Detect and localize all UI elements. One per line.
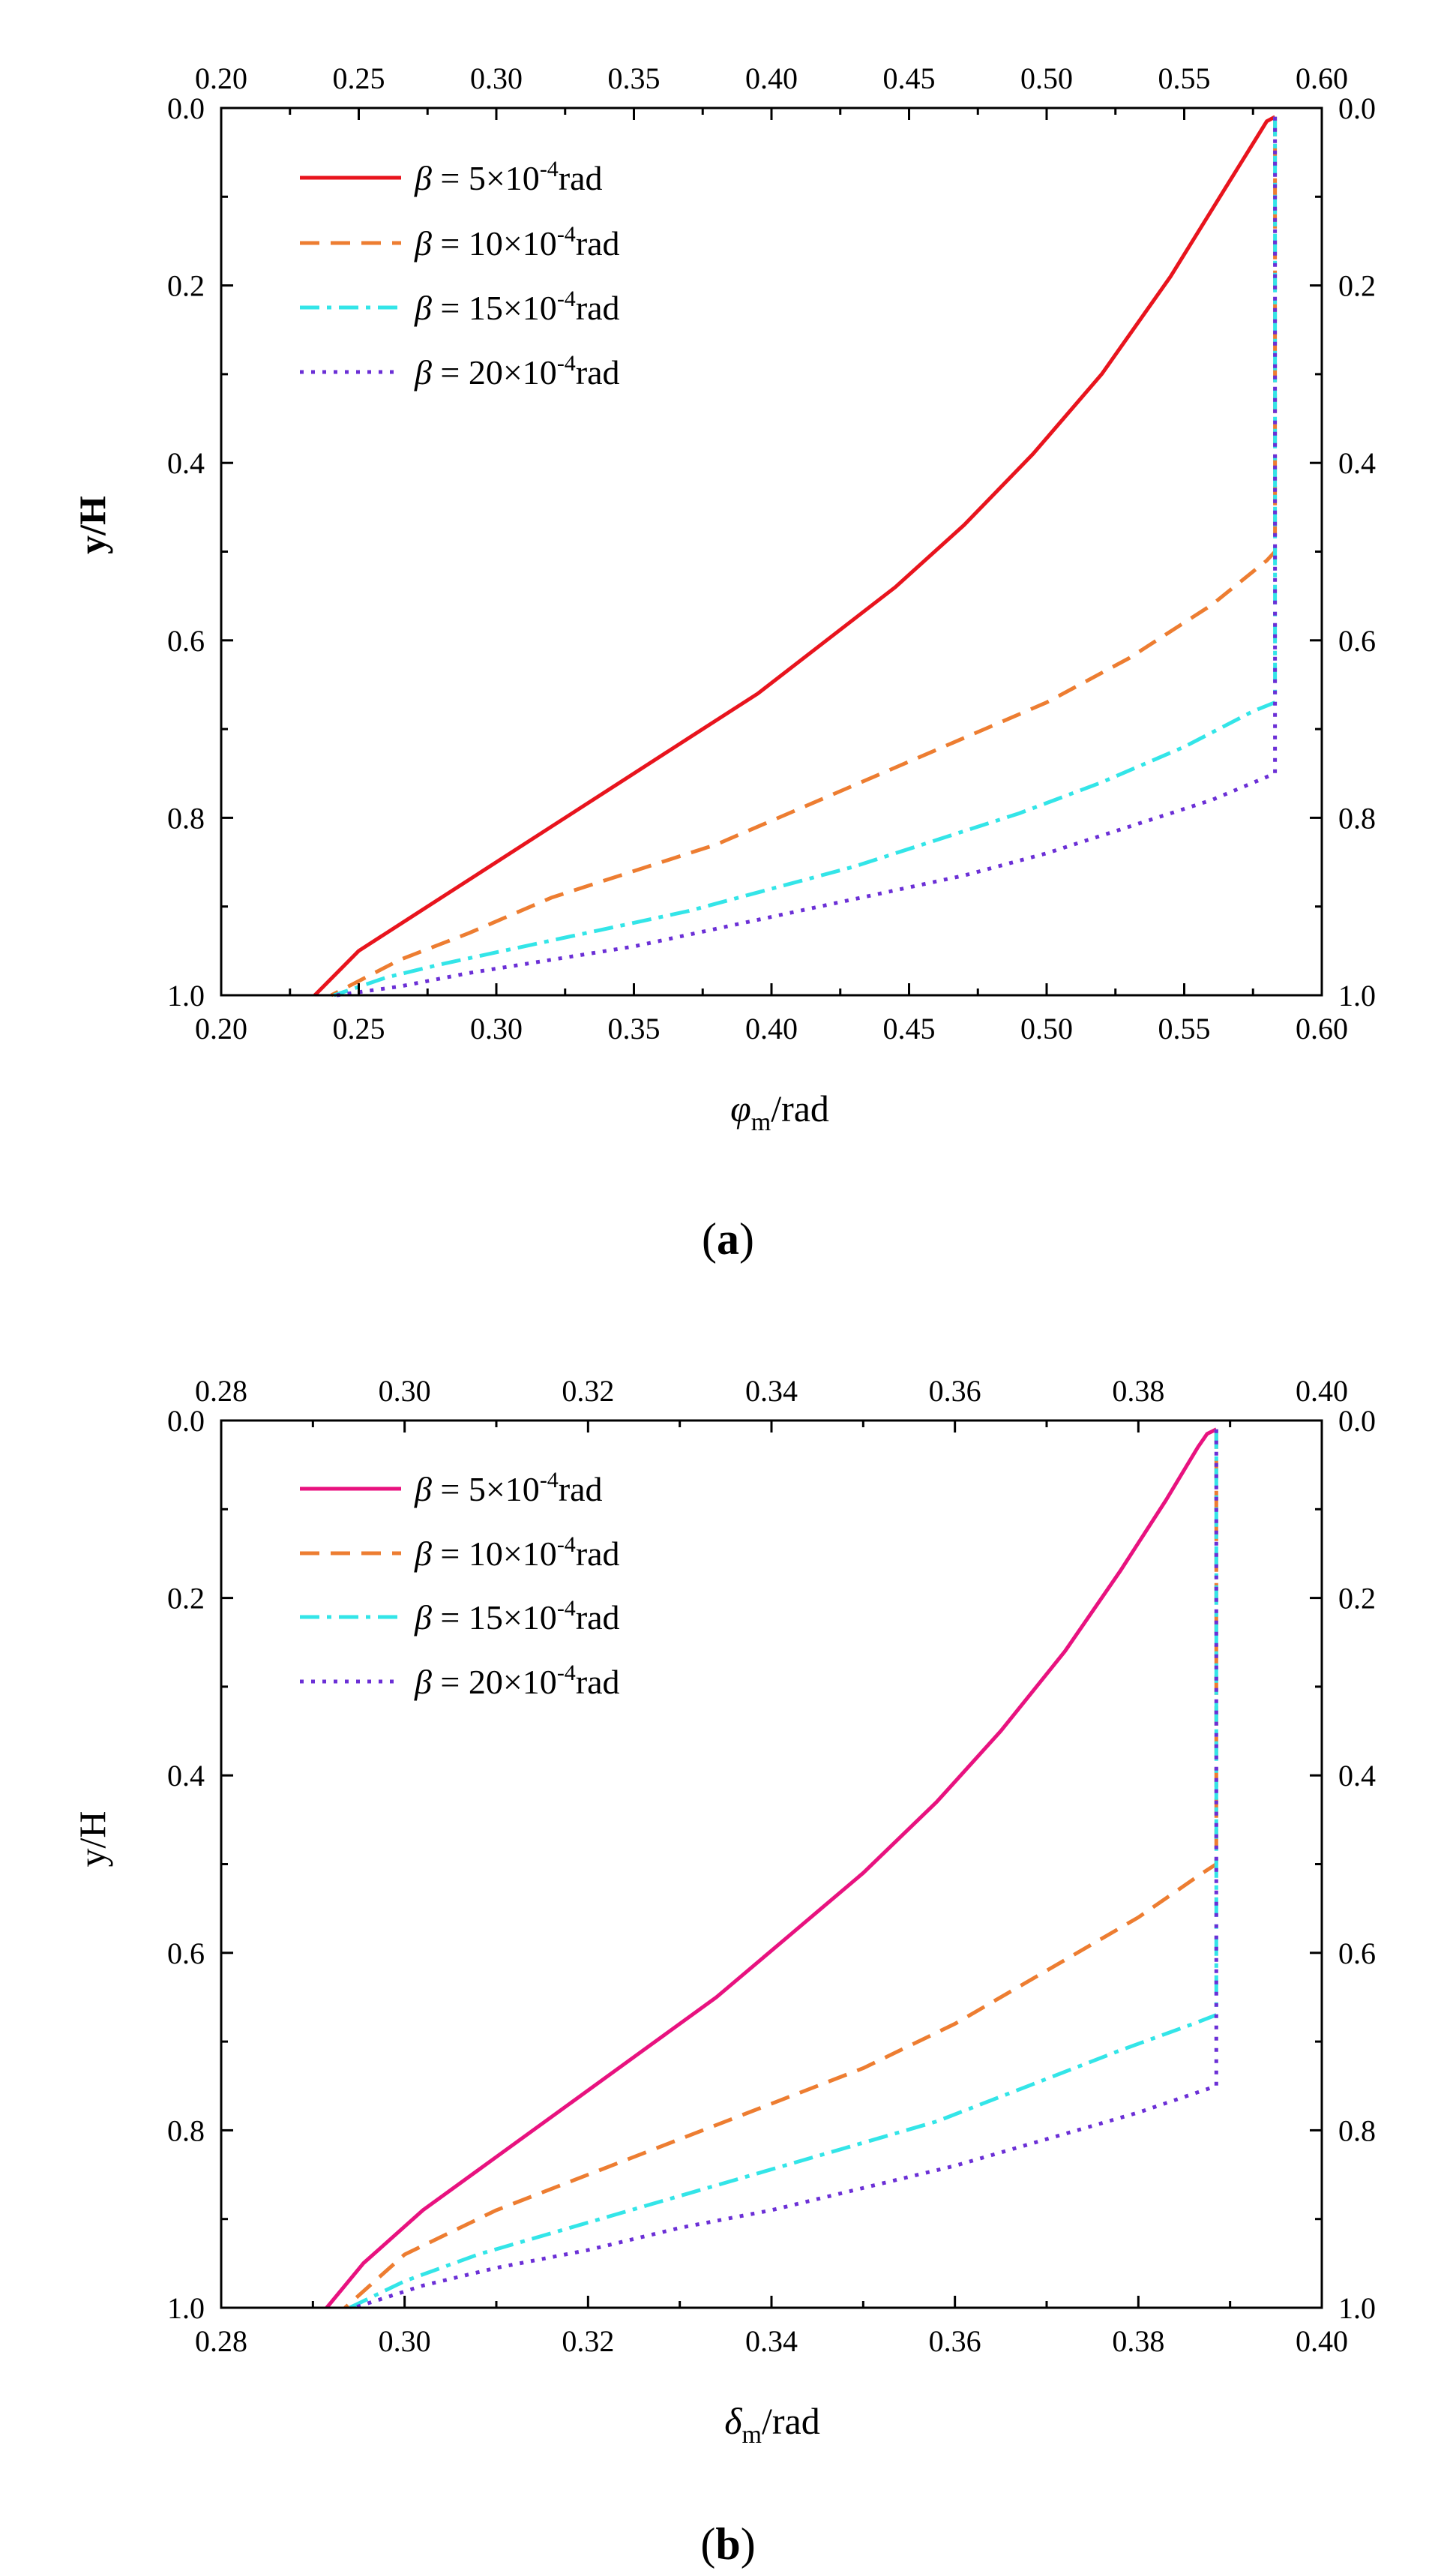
series-line-a-4: [336, 116, 1278, 998]
x-tick-label-bottom: 0.20: [195, 1012, 247, 1046]
y-tick-label-left: 0.2: [167, 1582, 205, 1616]
plot-area-b: 0.28 0.28 0.30 0.30 0.32 0.32 0.34 0.34 0.36 0.36…: [167, 1374, 1376, 2358]
x-tick-label-bottom: 0.25: [333, 1012, 385, 1046]
y-tick-label-left: 0.8: [167, 801, 205, 835]
x-tick-label-bottom: 0.40: [1296, 2324, 1348, 2358]
y-tick-label-left: 0.6: [167, 624, 205, 658]
x-tick-label-top: 0.20: [195, 62, 247, 95]
plot-frame-b: [220, 1419, 1323, 2309]
x-tick-label-top: 0.45: [883, 62, 936, 95]
x-tick-label-bottom: 0.28: [195, 2324, 247, 2358]
x-tick-label-bottom: 0.45: [883, 1012, 936, 1046]
legend-label: β = 15×10-4rad: [414, 1596, 620, 1636]
y-tick-label-right: 0.2: [1338, 269, 1376, 303]
x-tick-label-top: 0.34: [745, 1374, 798, 1408]
series-line-b-1: [325, 1427, 1218, 2309]
x-tick-label-bottom: 0.30: [379, 2324, 431, 2358]
y-axis-title-a: y/H: [71, 496, 113, 554]
y-tick-label-right: 1.0: [1338, 2291, 1376, 2325]
legend-label: β = 10×10-4rad: [414, 222, 620, 262]
legend-label: β = 20×10-4rad: [414, 351, 620, 392]
legend-a: β = 5×10-4rad β = 10×10-4rad β = 15×10-4…: [300, 157, 620, 392]
x-tick-label-top: 0.25: [333, 62, 385, 95]
x-tick-label-top: 0.32: [562, 1374, 614, 1408]
y-tick-label-right: 0.0: [1338, 1404, 1376, 1438]
x-tick-label-top: 0.40: [745, 62, 798, 95]
plot-area-a: 0.200.200.250.250.300.300.350.350.400.40…: [167, 62, 1376, 1046]
panel-b: 0.28 0.28 0.30 0.30 0.32 0.32 0.34 0.34 0.36 0.36…: [71, 1374, 1376, 2569]
panel-caption-b: (b): [700, 2519, 755, 2569]
legend-label: β = 10×10-4rad: [414, 1532, 620, 1573]
legend-label: β = 5×10-4rad: [414, 1468, 603, 1508]
x-tick-label-bottom: 0.36: [929, 2324, 981, 2358]
series-line-b-4: [353, 1429, 1218, 2310]
x-tick-label-bottom: 0.38: [1112, 2324, 1164, 2358]
y-tick-label-left: 0.8: [167, 2114, 205, 2147]
panel-a: 0.200.200.250.250.300.300.350.350.400.40…: [71, 62, 1376, 1264]
y-tick-label-right: 0.8: [1338, 2114, 1376, 2147]
x-tick-label-top: 0.35: [608, 62, 661, 95]
y-tick-label-right: 0.6: [1338, 624, 1376, 658]
x-tick-label-top: 0.38: [1112, 1374, 1164, 1408]
series-line-b-3: [349, 1429, 1218, 2310]
panel-caption-a: (a): [702, 1214, 754, 1264]
y-tick-label-right: 0.8: [1338, 801, 1376, 835]
plot-frame-a: [220, 106, 1323, 997]
x-tick-label-bottom: 0.40: [745, 1012, 798, 1046]
x-tick-label-bottom: 0.60: [1296, 1012, 1348, 1046]
x-tick-label-top: 0.40: [1296, 1374, 1348, 1408]
x-tick-label-bottom: 0.30: [470, 1012, 523, 1046]
x-tick-label-bottom: 0.35: [608, 1012, 661, 1046]
x-tick-label-bottom: 0.55: [1158, 1012, 1211, 1046]
x-tick-label-top: 0.55: [1158, 62, 1211, 95]
y-tick-label-left: 0.6: [167, 1936, 205, 1970]
legend-label: β = 5×10-4rad: [414, 157, 603, 197]
y-tick-label-right: 0.4: [1338, 446, 1376, 480]
x-axis-title-a: φm/rad: [730, 1088, 829, 1136]
y-tick-label-left: 0.2: [167, 269, 205, 303]
y-tick-label-left: 1.0: [167, 979, 205, 1012]
x-tick-label-bottom: 0.34: [745, 2324, 798, 2358]
y-tick-label-right: 0.6: [1338, 1936, 1376, 1970]
y-tick-label-right: 0.4: [1338, 1759, 1376, 1792]
x-tick-label-top: 0.30: [379, 1374, 431, 1408]
y-tick-label-left: 0.0: [167, 92, 205, 125]
x-tick-label-bottom: 0.32: [562, 2324, 614, 2358]
series-line-a-3: [333, 116, 1278, 998]
y-tick-label-left: 0.4: [167, 446, 205, 480]
x-axis-title-b: δm/rad: [724, 2400, 819, 2449]
x-tick-label-top: 0.28: [195, 1374, 247, 1408]
y-tick-label-right: 0.2: [1338, 1582, 1376, 1616]
x-tick-label-top: 0.30: [470, 62, 523, 95]
y-tick-label-left: 1.0: [167, 2291, 205, 2325]
x-tick-label-top: 0.60: [1296, 62, 1348, 95]
y-tick-label-left: 0.0: [167, 1404, 205, 1438]
legend-label: β = 15×10-4rad: [414, 286, 620, 327]
x-tick-label-top: 0.36: [929, 1374, 981, 1408]
y-tick-label-right: 0.0: [1338, 92, 1376, 125]
y-axis-title-b: y/H: [71, 1811, 113, 1868]
legend-b: β = 5×10-4rad β = 10×10-4rad β = 15×10-4…: [300, 1468, 620, 1701]
legend-label: β = 20×10-4rad: [414, 1660, 620, 1701]
y-tick-label-right: 1.0: [1338, 979, 1376, 1012]
series-line-a-2: [330, 116, 1278, 998]
x-tick-label-top: 0.50: [1020, 62, 1073, 95]
y-tick-label-left: 0.4: [167, 1759, 205, 1792]
x-tick-label-bottom: 0.50: [1020, 1012, 1073, 1046]
series-line-b-2: [343, 1429, 1218, 2309]
series-line-a-1: [313, 115, 1276, 997]
